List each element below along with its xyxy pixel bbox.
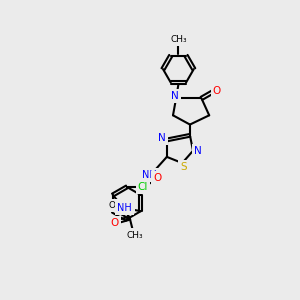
Text: CH₃: CH₃ xyxy=(126,230,143,239)
Text: O: O xyxy=(213,86,221,96)
Text: NH: NH xyxy=(142,170,157,180)
Text: N: N xyxy=(171,91,179,101)
Text: N: N xyxy=(194,146,202,156)
Text: CH₃: CH₃ xyxy=(170,34,187,43)
Text: Cl: Cl xyxy=(138,182,148,192)
Text: N: N xyxy=(158,134,166,143)
Text: OCH₃: OCH₃ xyxy=(109,201,133,210)
Text: O: O xyxy=(154,173,162,183)
Text: O: O xyxy=(110,218,118,228)
Text: NH: NH xyxy=(117,203,132,213)
Text: S: S xyxy=(181,162,187,172)
